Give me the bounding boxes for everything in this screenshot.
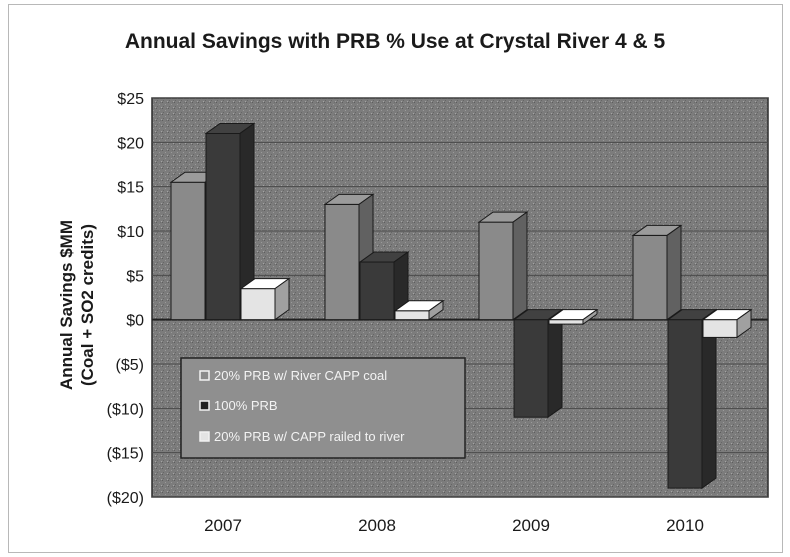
y-tick-label: ($15): [107, 446, 144, 463]
y-axis-label-line2: (Coal + SO2 credits): [78, 224, 97, 386]
y-axis-ticks: $25 $20 $15 $10 $5 $0 ($5) ($10) ($15) ($20): [107, 91, 144, 507]
bar-2007-series-3: [239, 277, 291, 321]
y-tick-label: $25: [117, 91, 144, 108]
x-tick-label: 2007: [204, 516, 242, 535]
bars: [169, 122, 753, 490]
x-tick-label: 2008: [358, 516, 396, 535]
legend-swatch-series-1: [199, 370, 210, 381]
y-tick-label: $10: [117, 224, 144, 241]
y-tick-label: ($5): [116, 357, 144, 374]
legend-label-series-2: 100% PRB: [214, 398, 278, 413]
y-tick-label: ($10): [107, 401, 144, 418]
chart-title: Annual Savings with PRB % Use at Crystal…: [124, 30, 666, 53]
legend-label-series-1: 20% PRB w/ River CAPP coal: [214, 368, 387, 383]
y-axis-label-line1: Annual Savings $MM: [57, 220, 76, 390]
bar-2009-series-1: [477, 211, 529, 321]
legend: 20% PRB w/ River CAPP coal 100% PRB 20% …: [180, 357, 466, 459]
x-axis-ticks: 2007 2008 2009 2010: [204, 516, 704, 535]
bar-2009-series-2: [512, 308, 564, 419]
legend-swatch-series-2: [199, 400, 210, 411]
bar-2007-series-2: [204, 122, 256, 321]
bar-2010-series-3: [701, 308, 753, 339]
bar-2009-series-3: [547, 308, 599, 326]
y-tick-label: ($20): [107, 490, 144, 507]
bar-2008-series-2: [358, 251, 410, 321]
legend-label-series-3: 20% PRB w/ CAPP railed to river: [214, 429, 405, 444]
x-tick-label: 2009: [512, 516, 550, 535]
bar-2008-series-3: [393, 299, 445, 321]
bar-2010-series-2: [666, 308, 718, 490]
bar-2010-series-1: [631, 224, 683, 321]
y-tick-label: $0: [126, 313, 144, 330]
legend-swatch-series-3: [199, 431, 210, 442]
y-tick-label: $15: [117, 180, 144, 197]
x-tick-label: 2010: [666, 516, 704, 535]
y-tick-label: $20: [117, 135, 144, 152]
y-tick-label: $5: [126, 268, 144, 285]
